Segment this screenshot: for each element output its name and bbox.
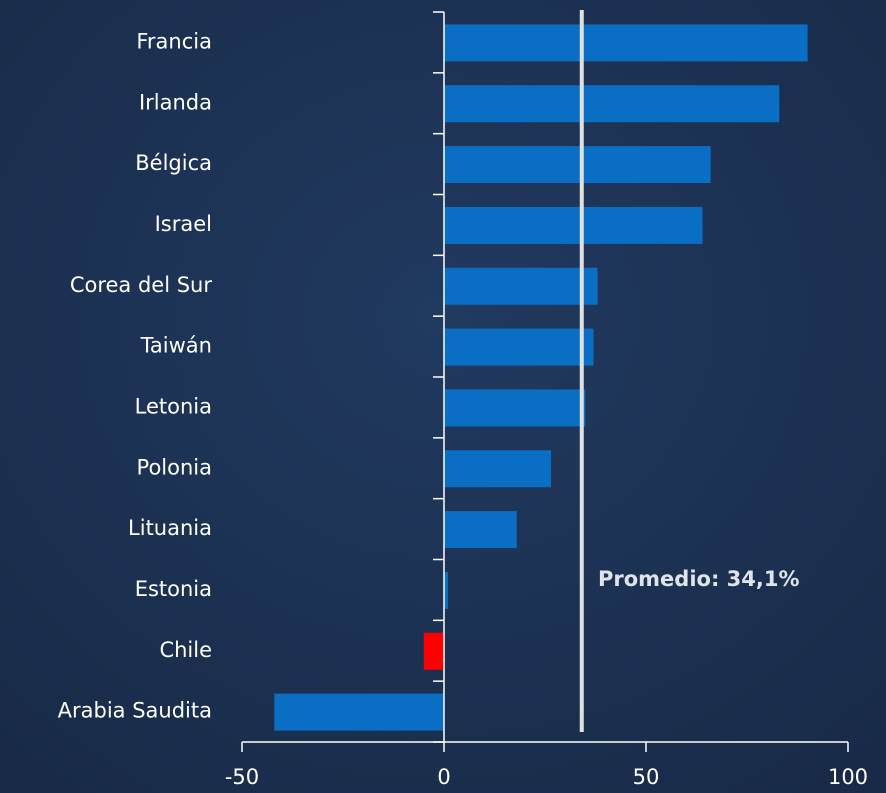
bar	[444, 328, 594, 366]
y-tick-label: Irlanda	[139, 90, 212, 114]
y-tick-label: Bélgica	[135, 151, 212, 175]
bar	[444, 511, 517, 549]
bar	[444, 450, 552, 488]
bar	[444, 571, 449, 609]
y-tick-label: Estonia	[135, 577, 212, 601]
bar	[274, 693, 444, 731]
bar	[444, 146, 711, 184]
y-tick-label: Francia	[136, 29, 212, 53]
x-tick-label: 0	[437, 765, 450, 789]
y-tick-label: Israel	[155, 212, 212, 236]
y-tick-label: Lituania	[128, 516, 212, 540]
bar	[444, 389, 586, 427]
x-tick-label: -50	[225, 765, 259, 789]
bar	[444, 267, 598, 305]
average-label: Promedio: 34,1%	[598, 567, 800, 591]
y-tick-label: Letonia	[135, 394, 212, 418]
bar	[444, 85, 780, 123]
y-tick-label: Corea del Sur	[70, 273, 213, 297]
y-tick-label: Arabia Saudita	[58, 699, 212, 723]
y-tick-label: Chile	[159, 638, 212, 662]
x-tick-label: 100	[828, 765, 868, 789]
bar	[423, 632, 444, 670]
bar	[444, 24, 808, 62]
x-tick-label: 50	[633, 765, 660, 789]
y-tick-label: Taiwán	[140, 334, 212, 358]
y-tick-label: Polonia	[137, 455, 212, 479]
bar	[444, 206, 703, 244]
